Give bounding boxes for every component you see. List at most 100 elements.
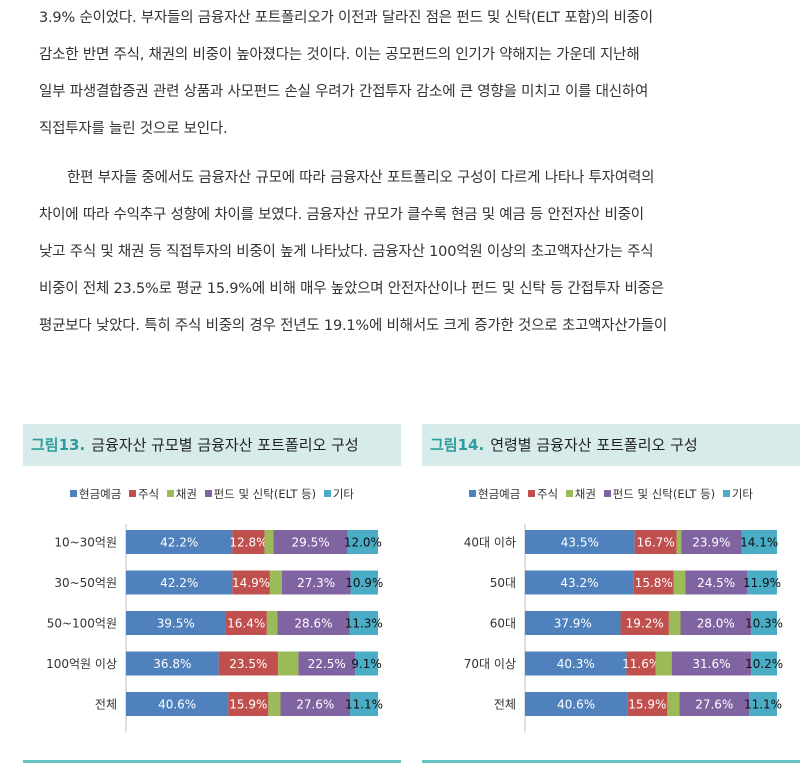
paragraph-line: 비중이 전체 23.5%로 평균 15.9%에 비해 매우 높았으며 안전자산이… [39,281,664,297]
legend-label: 채권 [175,487,197,501]
paragraph-line: 평균보다 낮았다. 특히 주식 비중의 경우 전년도 19.1%에 비해서도 크… [39,318,667,334]
data-label: 28.6% [294,617,332,631]
data-label: 27.6% [296,698,334,712]
figure-13: 그림13. 금융자산 규모별 금융자산 포트폴리오 구성 현금예금 주식 채권 펀… [23,424,401,774]
legend-label: 기타 [332,487,354,501]
data-label: 10.3% [745,617,783,631]
legend-label: 주식 [536,487,559,501]
bar-segment [525,570,634,595]
bar-segment [747,570,777,595]
data-label: 11.9% [743,576,781,590]
legend-item: 펀드 및 신탁(ELT 등) [204,486,317,502]
bar-segment [268,692,281,716]
figure-number: 그림13. [31,436,86,454]
paragraph-line: 일부 파생결합증권 관련 상품과 사모펀드 손실 우려가 간접투자 감소에 큰 … [39,84,649,100]
bar-segment [355,651,378,676]
legend-swatch [204,490,212,497]
category-label: 50~100억원 [47,617,117,631]
bar-segment [126,692,229,716]
bar-segment [126,611,226,635]
data-label: 24.5% [697,576,735,590]
bar-segment [626,651,656,676]
bar-segment [525,651,627,676]
paragraph-2: 한편 부자들 중에서도 금융자산 규모에 따라 금융자산 포트폴리오 구성이 다… [39,160,774,345]
data-label: 15.9% [628,698,666,712]
data-label: 43.5% [561,536,599,550]
bar-segment [634,530,677,554]
legend-swatch [603,490,611,497]
legend-item: 채권 [565,486,596,502]
category-label: 30~50억원 [54,576,117,590]
stacked-bar-chart: 10~30억원 42.2% 12.8% 29.5% 12.0% 30~50억원 42.2% 1… [46,524,383,733]
bar-segment [679,692,750,716]
data-label: 14.9% [232,576,270,590]
category-label: 10~30억원 [54,536,117,550]
paragraph-1: 3.9% 순이었다. 부자들의 금융자산 포트폴리오가 이전과 달라진 점은 펀… [39,0,774,148]
legend-label: 펀드 및 신탁(ELT 등) [213,487,317,501]
data-label: 36.8% [153,657,191,671]
legend-swatch [323,490,331,497]
bar-segment [671,651,752,676]
category-label: 40대 이하 [464,536,516,550]
figure-title-text: 연령별 금융자산 포트폴리오 구성 [490,436,698,454]
data-label: 40.6% [158,698,196,712]
data-label: 31.6% [692,657,730,671]
data-label: 11.6% [622,657,660,671]
bar-segment [751,611,777,635]
data-label: 42.2% [160,576,198,590]
bar-segment [525,530,635,554]
bar-segment [225,611,267,635]
category-label: 100억원 이상 [46,657,117,671]
figure-divider [23,760,401,763]
chart-legend: 현금예금 주식 채권 펀드 및 신탁(ELT 등) 기타 [422,486,800,502]
bar-segment [126,530,233,554]
bar-segment [668,611,681,635]
data-label: 40.6% [557,698,595,712]
bar-segment [673,570,686,595]
data-label: 23.5% [229,657,267,671]
bar-segment [126,570,233,595]
bar-segment [218,651,278,676]
data-label: 40.3% [557,657,595,671]
bar-segment [741,530,777,554]
legend-swatch [128,490,136,497]
bar-segment [126,651,219,676]
paragraph-line: 직접투자를 늘린 것으로 보인다. [39,121,228,137]
legend-swatch [527,490,535,497]
data-label: 16.7% [637,536,675,550]
data-label: 9.1% [351,657,382,671]
legend-item: 기타 [722,486,753,502]
bar-segment [280,692,351,716]
paragraph-line: 차이에 따라 수익추구 성향에 차이를 보였다. 금융자산 규모가 클수록 현금… [39,207,644,223]
category-label: 전체 [95,698,117,712]
figure-title-text: 금융자산 규모별 금융자산 포트폴리오 구성 [91,436,359,454]
stacked-bar-chart: 40대 이하 43.5% 16.7% 23.9% 14.1% 50대 43.2% 15.8% 2… [464,524,783,733]
category-label: 전체 [494,698,516,712]
figure-title: 그림14. 연령별 금융자산 포트폴리오 구성 [422,424,800,466]
legend-item: 주식 [128,486,160,502]
bar-segment [667,692,680,716]
data-label: 42.2% [160,536,198,550]
bar-segment [655,651,672,676]
figure-14: 그림14. 연령별 금융자산 포트폴리오 구성 현금예금 주식 채권 펀드 및 신… [422,424,800,774]
bar-segment [277,611,350,635]
bar-segment [633,570,674,595]
bar-segment [680,611,752,635]
data-label: 16.4% [227,617,265,631]
data-label: 27.3% [297,576,335,590]
legend-item: 현금예금 [468,486,521,502]
data-label: 39.5% [157,617,195,631]
legend-item: 펀드 및 신탁(ELT 등) [603,486,715,502]
category-label: 70대 이상 [464,657,516,671]
bar-segment [349,611,378,635]
legend-swatch [565,490,573,497]
bar-segment [269,570,282,595]
legend-label: 주식 [137,487,160,501]
bar-segment [676,530,682,554]
legend-label: 채권 [574,487,596,501]
legend-label: 현금예금 [477,487,521,501]
bar-segment [350,570,378,595]
data-label: 10.9% [345,576,383,590]
data-label: 19.2% [626,617,664,631]
category-label: 50대 [490,576,516,590]
